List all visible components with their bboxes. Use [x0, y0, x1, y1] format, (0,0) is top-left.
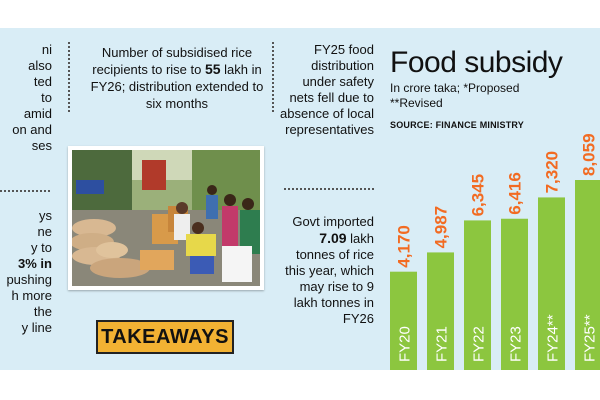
value-label: 6,345	[469, 174, 488, 217]
distribution-fell-text: FY25 food distribution under safety nets…	[280, 42, 374, 137]
value-label: 8,059	[580, 133, 599, 176]
left-line: on and	[12, 122, 52, 137]
chart-source: SOURCE: FINANCE MINISTRY	[390, 120, 524, 130]
left-line: amid	[23, 106, 52, 121]
left-line: ted	[33, 74, 52, 89]
left-line: 3% in	[18, 256, 52, 271]
value-label: 4,170	[395, 225, 414, 268]
import-text-after: lakh tonnes of rice this year, which may…	[285, 231, 374, 326]
chart-title: Food subsidy	[390, 46, 563, 79]
divider-left	[0, 190, 50, 192]
chart-subtitle: In crore taka; *Proposed **Revised	[390, 81, 519, 111]
left-line: h more	[11, 288, 52, 303]
takeaways-label: TAKEAWAYS	[101, 326, 229, 348]
recipients-highlight: 55	[204, 61, 221, 77]
category-label: FY24**	[545, 314, 562, 362]
bar-fy20	[390, 271, 417, 370]
left-line: ne	[37, 224, 52, 239]
infographic: ni also ted to amid on and ses ys ne y to 3% in pu…	[0, 28, 600, 370]
bar-fy24	[538, 197, 565, 370]
bar-fy22	[464, 220, 491, 370]
takeaway-rice-recipients: Number of subsidised rice recipients to …	[82, 44, 272, 112]
left-line: ses	[31, 138, 52, 153]
takeaway-left-top: ni also ted to amid on and ses	[0, 42, 52, 154]
left-line: ni	[41, 42, 52, 57]
value-label: 6,416	[506, 172, 525, 215]
divider-vertical-2	[272, 42, 274, 112]
takeaways-badge: TAKEAWAYS	[96, 320, 234, 354]
chart-subtitle-line2: **Revised	[390, 96, 443, 110]
takeaway-distribution-fell: FY25 food distribution under safety nets…	[280, 42, 374, 138]
bar-fy21	[427, 252, 454, 370]
rice-distribution-photo	[68, 146, 264, 290]
category-label: FY20	[397, 326, 414, 362]
takeaway-rice-import: Govt imported 7.09 lakh tonnes of rice t…	[280, 214, 374, 327]
left-line: ys	[39, 208, 52, 223]
left-line: pushing	[6, 272, 52, 287]
chart-subtitle-line1: In crore taka; *Proposed	[390, 81, 520, 95]
bar-fy25	[575, 180, 600, 370]
left-line: the	[33, 304, 52, 319]
value-label: 7,320	[543, 151, 562, 194]
divider-vertical-1	[68, 42, 70, 112]
recipients-text-before: Number of subsidised rice recipients to …	[92, 45, 253, 77]
category-label: FY21	[434, 326, 451, 362]
left-line: y line	[21, 320, 52, 335]
value-label: 4,987	[432, 206, 451, 249]
bar-fy23	[501, 218, 528, 370]
import-text-before: Govt imported	[292, 214, 374, 229]
category-label: FY25**	[582, 314, 599, 362]
food-subsidy-bar-chart: 4,170 FY20 4,987 FY21 6,345 FY22 6,416 FY23 7,32…	[390, 133, 600, 370]
left-line: y to	[31, 240, 52, 255]
takeaway-left-bottom: ys ne y to 3% in pushing h more the y line	[0, 208, 52, 336]
left-line: to	[41, 90, 52, 105]
divider-right	[284, 188, 374, 190]
recipients-text-after: lakh in FY26; distribution extended to s…	[90, 62, 264, 111]
left-line: also	[28, 58, 52, 73]
import-highlight: 7.09	[319, 230, 347, 246]
category-label: FY22	[471, 326, 488, 362]
category-label: FY23	[508, 326, 525, 362]
photo-illustration	[70, 150, 260, 286]
